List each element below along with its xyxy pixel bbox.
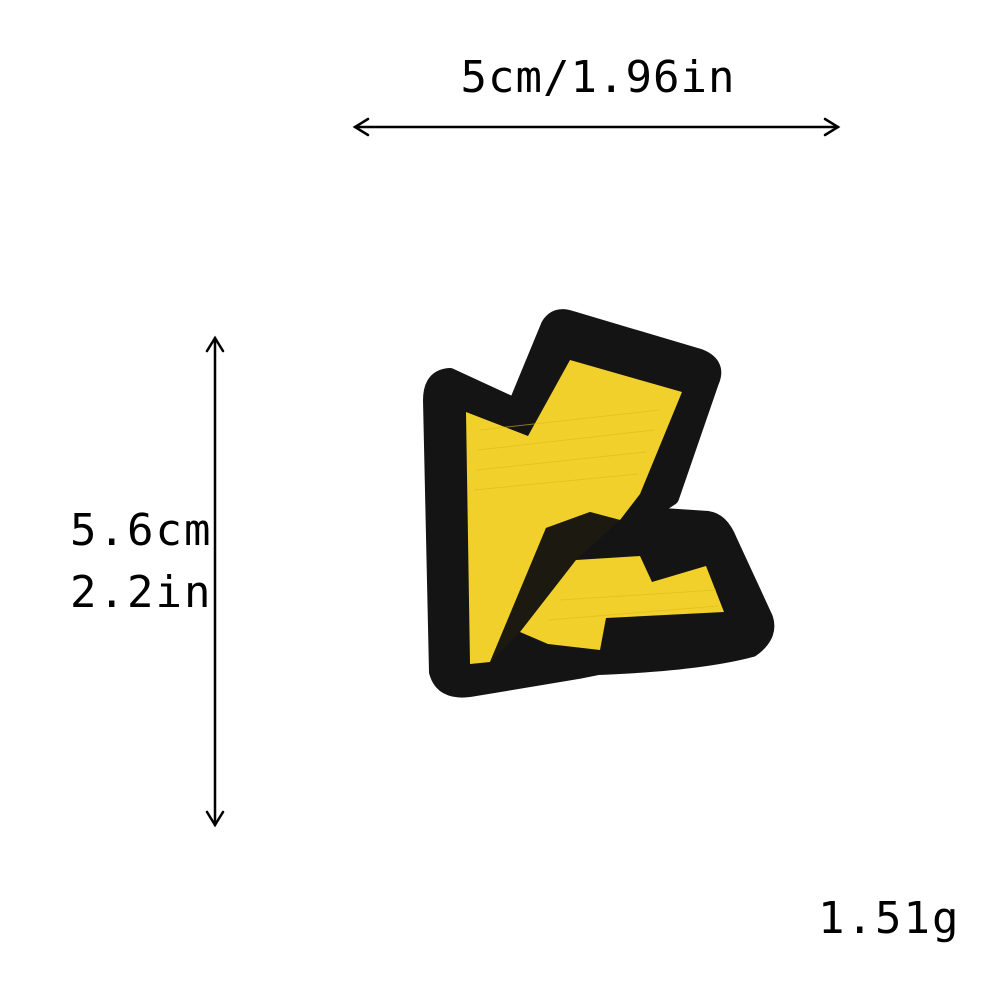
height-dimension-label: 5.6cm 2.2in [70,500,212,624]
width-arrow-icon [352,117,841,137]
height-in-label: 2.2in [70,567,213,618]
height-cm-label: 5.6cm [70,505,213,556]
weight-label: 1.51g [818,893,961,944]
lightning-bolt-patch-icon [423,309,775,698]
height-arrow-icon [205,335,225,828]
width-dimension-label: 5cm/1.96in [460,52,736,103]
